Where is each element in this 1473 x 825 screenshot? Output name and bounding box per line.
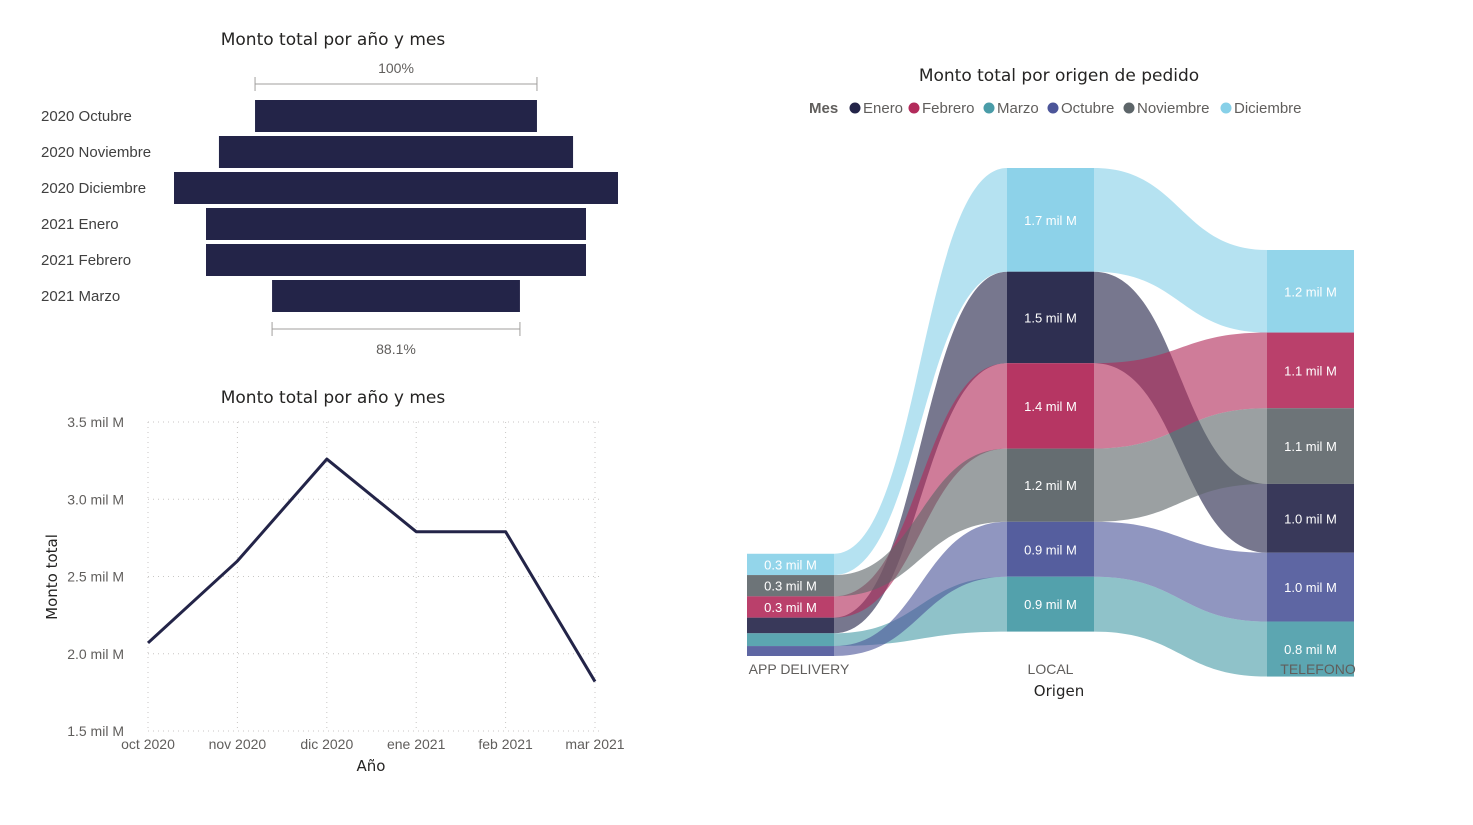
node-value-label: 1.4 mil M: [1024, 399, 1077, 414]
line-x-tick-label: mar 2021: [565, 736, 624, 752]
node-value-label: 0.3 mil M: [764, 557, 817, 572]
legend-title: Mes: [809, 100, 838, 117]
line-x-tick-label: feb 2021: [478, 736, 533, 752]
line-series-monto-total[interactable]: [146, 457, 597, 683]
legend-marker-febrero: [908, 102, 920, 114]
funnel-category-label: 2021 Febrero: [41, 252, 131, 269]
line-x-tick-label: dic 2020: [300, 736, 353, 752]
sankey-chart[interactable]: Monto total por origen de pedido Mes Ener…: [747, 66, 1356, 700]
node-app-delivery-marzo[interactable]: [747, 633, 834, 647]
legend-marker-diciembre: [1220, 102, 1232, 114]
ribbon-local-telefono-octubre[interactable]: [1094, 521, 1267, 622]
funnel-bar-2020-octubre[interactable]: [255, 100, 537, 132]
node-value-label: 1.0 mil M: [1284, 580, 1337, 595]
line-x-tick-label: nov 2020: [209, 736, 267, 752]
funnel-bottom-percent-bracket: [271, 322, 521, 336]
node-local-octubre[interactable]: [1007, 521, 1094, 577]
funnel-bar-2021-marzo[interactable]: [272, 280, 520, 312]
origin-label-local: LOCAL: [1028, 661, 1074, 677]
funnel-category-label: 2021 Marzo: [41, 288, 120, 305]
node-telefono-marzo[interactable]: [1267, 621, 1354, 677]
sankey-legend: Mes Enero Febrero Marzo Octubre Noviembre Dici…: [809, 100, 1302, 117]
node-value-label: 1.5 mil M: [1024, 310, 1077, 325]
sankey-title: Monto total por origen de pedido: [919, 66, 1199, 86]
node-value-label: 0.8 mil M: [1284, 642, 1337, 657]
line-y-tick-label: 1.5 mil M: [67, 723, 124, 739]
node-telefono-diciembre[interactable]: [1267, 250, 1354, 333]
node-value-label: 0.9 mil M: [1024, 597, 1077, 612]
line-x-tick-label: oct 2020: [121, 736, 175, 752]
funnel-chart[interactable]: Monto total por año y mes 100% 2020 Octu…: [41, 30, 618, 357]
node-telefono-noviembre[interactable]: [1267, 408, 1354, 484]
line-y-tick-label: 3.5 mil M: [67, 414, 124, 430]
node-value-label: 0.9 mil M: [1024, 542, 1077, 557]
funnel-category-label: 2020 Octubre: [41, 108, 132, 125]
ribbon-app-local-octubre[interactable]: [834, 521, 1007, 656]
node-app-delivery-enero[interactable]: [747, 617, 834, 634]
line-x-axis-title: Año: [357, 757, 386, 775]
ribbon-local-telefono-diciembre[interactable]: [1094, 168, 1267, 333]
legend-marker-noviembre: [1123, 102, 1135, 114]
legend-item-octubre[interactable]: Octubre: [1061, 100, 1114, 117]
ribbon-app-local-noviembre[interactable]: [834, 448, 1007, 597]
node-app-delivery-diciembre[interactable]: [747, 553, 834, 576]
sankey-x-axis-title: Origen: [1034, 682, 1084, 700]
node-local-noviembre[interactable]: [1007, 448, 1094, 522]
node-app-delivery-octubre[interactable]: [747, 646, 834, 656]
node-telefono-octubre[interactable]: [1267, 552, 1354, 622]
funnel-bar-2021-febrero[interactable]: [206, 244, 586, 276]
line-y-tick-label: 3.0 mil M: [67, 491, 124, 507]
legend-marker-marzo: [983, 102, 995, 114]
ribbon-app-local-enero[interactable]: [834, 271, 1007, 634]
line-chart-title: Monto total por año y mes: [221, 388, 446, 408]
funnel-top-percent-label: 100%: [378, 60, 414, 76]
funnel-category-label: 2020 Noviembre: [41, 144, 151, 161]
node-value-label: 1.2 mil M: [1284, 284, 1337, 299]
ribbon-local-telefono-febrero[interactable]: [1094, 332, 1267, 449]
funnel-category-label: 2020 Diciembre: [41, 180, 146, 197]
ribbon-app-local-diciembre[interactable]: [834, 168, 1007, 576]
funnel-bar-2020-noviembre[interactable]: [218, 136, 574, 168]
node-value-label: 1.1 mil M: [1284, 439, 1337, 454]
node-value-label: 0.3 mil M: [764, 579, 817, 594]
funnel-top-percent-bracket: [254, 77, 538, 91]
ribbon-local-telefono-marzo[interactable]: [1094, 576, 1267, 677]
node-telefono-febrero[interactable]: [1267, 332, 1354, 409]
node-local-febrero[interactable]: [1007, 363, 1094, 449]
legend-marker-octubre: [1047, 102, 1059, 114]
legend-item-marzo[interactable]: Marzo: [997, 100, 1039, 117]
node-local-marzo[interactable]: [1007, 576, 1094, 632]
line-chart[interactable]: Monto total por año y mes 1.5 mil M 2.0 m…: [43, 388, 625, 775]
line-y-axis-title: Monto total: [43, 534, 61, 620]
legend-item-diciembre[interactable]: Diciembre: [1234, 100, 1302, 117]
legend-item-enero[interactable]: Enero: [863, 100, 903, 117]
node-value-label: 1.7 mil M: [1024, 213, 1077, 228]
node-local-enero[interactable]: [1007, 271, 1094, 364]
node-app-delivery-noviembre[interactable]: [747, 575, 834, 597]
line-y-tick-label: 2.0 mil M: [67, 646, 124, 662]
funnel-category-label: 2021 Enero: [41, 216, 119, 233]
ribbon-local-telefono-noviembre[interactable]: [1094, 408, 1267, 522]
legend-item-noviembre[interactable]: Noviembre: [1137, 100, 1210, 117]
line-x-tick-label: ene 2021: [387, 736, 446, 752]
ribbon-app-local-febrero[interactable]: [834, 363, 1007, 618]
node-local-diciembre[interactable]: [1007, 168, 1094, 272]
funnel-bar-2021-enero[interactable]: [206, 208, 586, 240]
funnel-bottom-percent-label: 88.1%: [376, 341, 416, 357]
origin-label-app-delivery: APP DELIVERY: [749, 661, 850, 677]
node-value-label: 0.3 mil M: [764, 600, 817, 615]
node-value-label: 1.1 mil M: [1284, 363, 1337, 378]
funnel-title: Monto total por año y mes: [221, 30, 446, 50]
node-telefono-enero[interactable]: [1267, 483, 1354, 553]
origin-label-telefono: TELEFONO: [1280, 661, 1356, 677]
node-app-delivery-febrero[interactable]: [747, 596, 834, 618]
legend-marker-enero: [849, 102, 861, 114]
node-value-label: 1.2 mil M: [1024, 478, 1077, 493]
node-value-label: 1.0 mil M: [1284, 511, 1337, 526]
legend-item-febrero[interactable]: Febrero: [922, 100, 975, 117]
line-y-tick-label: 2.5 mil M: [67, 569, 124, 585]
funnel-bar-2020-diciembre[interactable]: [174, 172, 618, 204]
